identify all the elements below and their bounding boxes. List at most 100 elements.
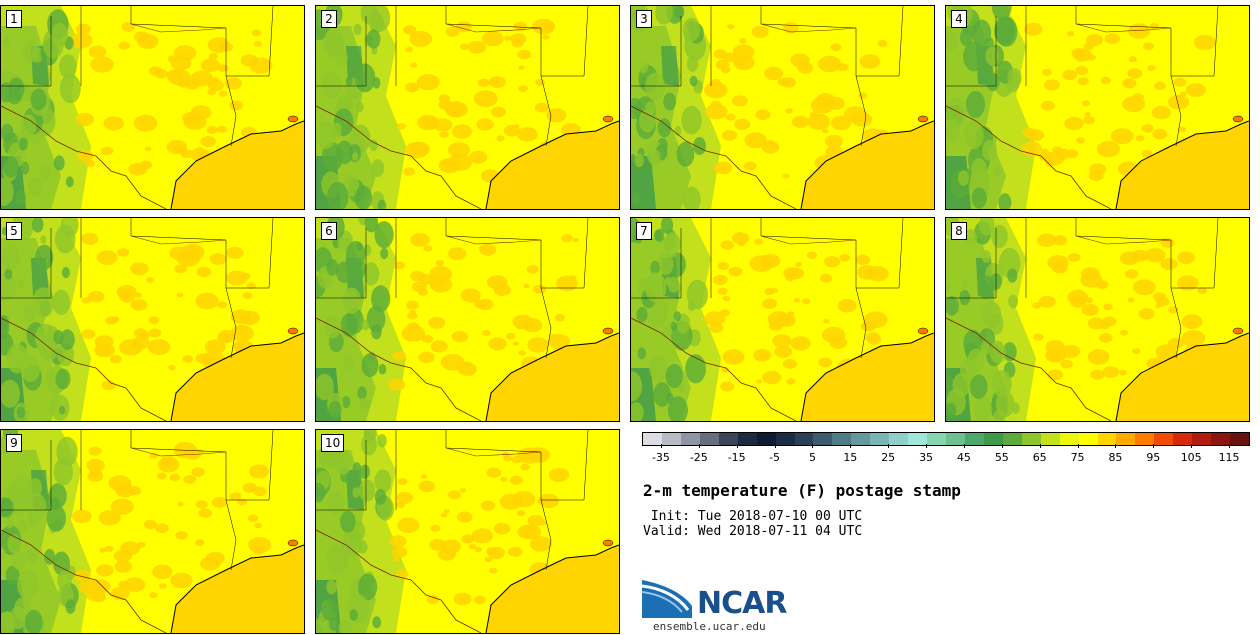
- colorbar-tick: [1115, 444, 1117, 448]
- colorbar-segment: [1173, 433, 1193, 445]
- temperature-map: [316, 218, 619, 421]
- temperature-colorbar: [642, 432, 1250, 446]
- colorbar-tick: [888, 444, 890, 448]
- ensemble-member-panel: 4: [945, 5, 1250, 210]
- colorbar-tick: [736, 444, 738, 448]
- colorbar-segment: [1097, 433, 1117, 445]
- colorbar-segment: [1230, 433, 1249, 445]
- temperature-map: [631, 6, 934, 209]
- colorbar-tick: [963, 444, 965, 448]
- ensemble-member-panel: 3: [630, 5, 935, 210]
- colorbar-tick-label: -5: [769, 451, 781, 464]
- colorbar-segment: [1154, 433, 1174, 445]
- colorbar-tick-label: 25: [881, 451, 896, 464]
- temperature-map: [1, 218, 304, 421]
- plot-title: 2-m temperature (F) postage stamp: [643, 481, 961, 500]
- member-number-label: 1: [6, 10, 22, 28]
- colorbar-segment: [813, 433, 833, 445]
- colorbar-segment: [908, 433, 928, 445]
- colorbar-tick-label: -25: [689, 451, 708, 464]
- ensemble-member-panel: 6: [315, 217, 620, 422]
- ensemble-member-panel: 1: [0, 5, 305, 210]
- temperature-map: [631, 218, 934, 421]
- colorbar-tick: [660, 444, 662, 448]
- colorbar-tick: [698, 444, 700, 448]
- colorbar-tick-label: 45: [956, 451, 971, 464]
- colorbar-tick: [1077, 444, 1079, 448]
- temperature-map: [316, 6, 619, 209]
- colorbar-segment: [756, 433, 776, 445]
- temperature-map: [316, 430, 619, 633]
- colorbar-tick: [1153, 444, 1155, 448]
- colorbar-tick-label: 95: [1146, 451, 1161, 464]
- ensemble-member-panel: 2: [315, 5, 620, 210]
- colorbar-segment: [775, 433, 795, 445]
- member-number-label: 2: [321, 10, 337, 28]
- colorbar-segment: [661, 433, 681, 445]
- colorbar-segment: [927, 433, 946, 445]
- colorbar-segment: [680, 433, 700, 445]
- colorbar-tick: [812, 444, 814, 448]
- colorbar-tick-label: -35: [651, 451, 670, 464]
- ensemble-member-panel: 10: [315, 429, 620, 634]
- init-time: Init: Tue 2018-07-10 00 UTC: [643, 509, 863, 524]
- member-number-label: 5: [6, 222, 22, 240]
- member-number-label: 7: [636, 222, 652, 240]
- colorbar-tick-label: 115: [1218, 451, 1240, 464]
- colorbar-segment: [1002, 433, 1022, 445]
- colorbar-segment: [794, 433, 814, 445]
- ncar-logo-icon: [642, 580, 692, 618]
- colorbar-segment: [1135, 433, 1155, 445]
- ensemble-member-panel: 7: [630, 217, 935, 422]
- colorbar-tick-label: 35: [919, 451, 934, 464]
- colorbar-segment: [1116, 433, 1136, 445]
- colorbar-segment: [1021, 433, 1041, 445]
- member-number-label: 8: [951, 222, 967, 240]
- colorbar-segment: [851, 433, 871, 445]
- temperature-map: [946, 6, 1249, 209]
- colorbar-tick: [1039, 444, 1041, 448]
- colorbar-segment: [737, 433, 757, 445]
- ensemble-member-panel: 8: [945, 217, 1250, 422]
- colorbar-tick-label: 5: [808, 451, 816, 464]
- colorbar-segment: [1192, 433, 1212, 445]
- temperature-map: [1, 430, 304, 633]
- colorbar-tick: [1191, 444, 1193, 448]
- colorbar-tick: [774, 444, 776, 448]
- colorbar-segment: [889, 433, 909, 445]
- temperature-map: [1, 6, 304, 209]
- colorbar-segment: [699, 433, 719, 445]
- colorbar-segment: [1211, 433, 1231, 445]
- member-number-label: 6: [321, 222, 337, 240]
- colorbar-tick-label: 105: [1180, 451, 1202, 464]
- colorbar-tick-label: 85: [1108, 451, 1123, 464]
- member-number-label: 3: [636, 10, 652, 28]
- member-number-label: 9: [6, 434, 22, 452]
- colorbar-segment: [1078, 433, 1098, 445]
- colorbar-tick-label: 75: [1070, 451, 1085, 464]
- colorbar-segment: [718, 433, 738, 445]
- ensemble-member-panel: 5: [0, 217, 305, 422]
- colorbar-segment: [1059, 433, 1079, 445]
- member-number-label: 10: [321, 434, 345, 452]
- colorbar-ticks: -35 -25 -15 -5 5 15 25 35 45 55 65 75 85 95 105 115: [642, 444, 1248, 466]
- colorbar-tick-label: 55: [994, 451, 1009, 464]
- colorbar-segment: [983, 433, 1003, 445]
- colorbar-segment: [964, 433, 984, 445]
- colorbar-segment: [946, 433, 965, 445]
- website-label: ensemble.ucar.edu: [653, 620, 766, 633]
- temperature-map: [946, 218, 1249, 421]
- member-number-label: 4: [951, 10, 967, 28]
- colorbar-segment: [870, 433, 890, 445]
- colorbar-tick-label: 65: [1032, 451, 1047, 464]
- colorbar-tick: [926, 444, 928, 448]
- colorbar-tick-label: 15: [843, 451, 858, 464]
- colorbar-segment: [1040, 433, 1060, 445]
- valid-time: Valid: Wed 2018-07-11 04 UTC: [643, 524, 863, 539]
- colorbar-segment: [832, 433, 852, 445]
- colorbar-tick: [1229, 444, 1231, 448]
- colorbar-tick-label: -15: [727, 451, 746, 464]
- colorbar-tick: [1001, 444, 1003, 448]
- colorbar-segment: [643, 433, 662, 445]
- colorbar-tick: [850, 444, 852, 448]
